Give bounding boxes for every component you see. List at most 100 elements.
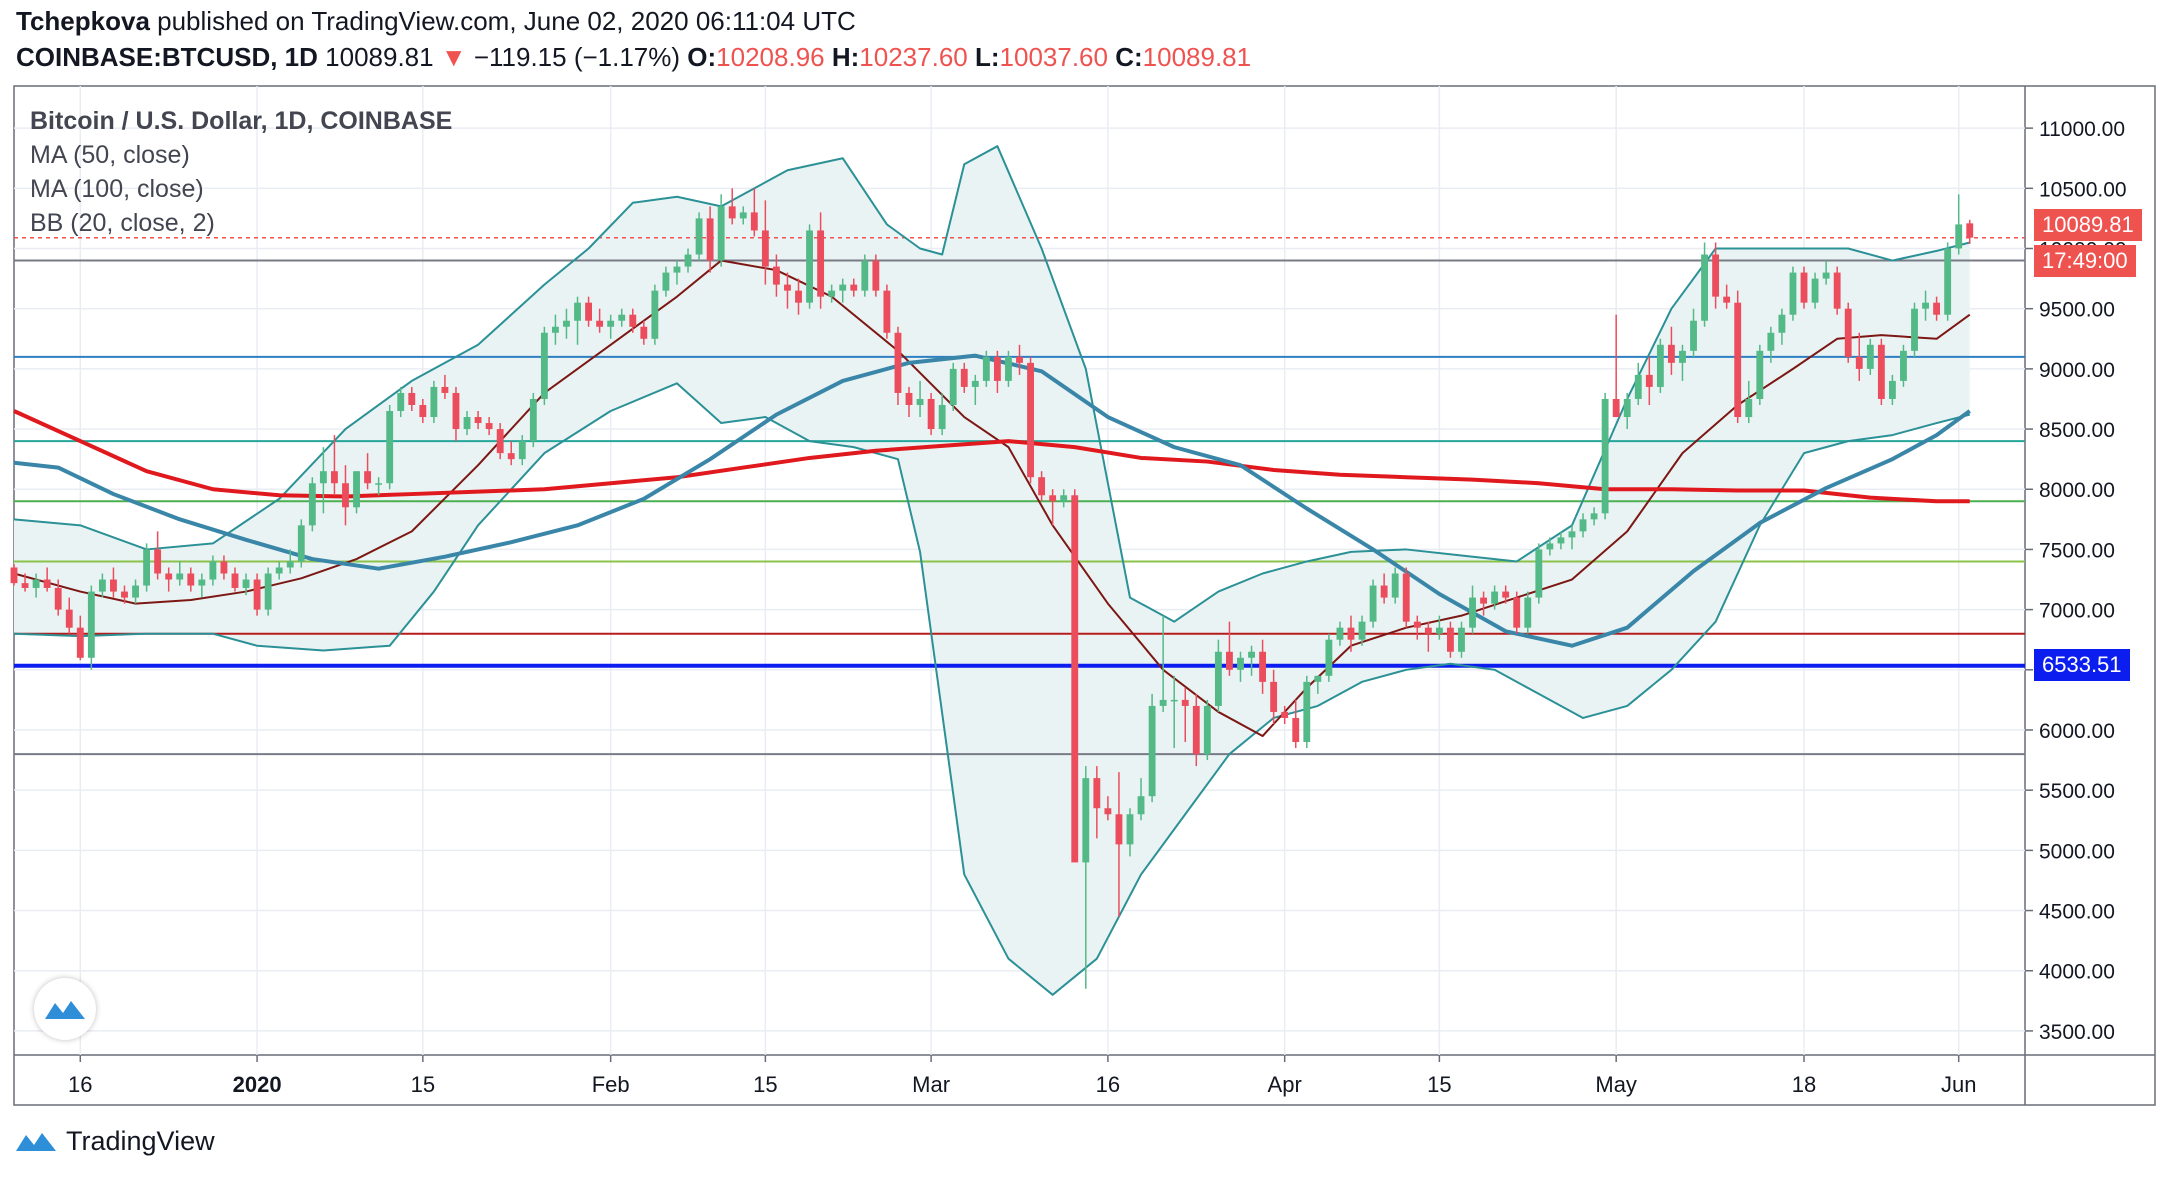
candle-body xyxy=(121,591,128,598)
candle xyxy=(651,284,659,345)
candle xyxy=(1469,585,1476,634)
candle xyxy=(640,320,648,345)
candle xyxy=(1336,621,1344,646)
candle xyxy=(43,567,51,592)
legend-ma100[interactable]: MA (100, close) xyxy=(30,175,204,203)
price-tick-label: 6000.00 xyxy=(2039,720,2115,743)
price-tick-label: 4500.00 xyxy=(2039,901,2115,924)
candle-body xyxy=(1535,549,1543,598)
candle xyxy=(1789,266,1797,321)
candle xyxy=(1601,392,1609,520)
candle-body xyxy=(10,567,18,584)
candle-body xyxy=(540,332,548,399)
candle-body xyxy=(1656,344,1664,387)
candle xyxy=(98,573,106,598)
footer-brand[interactable]: TradingView xyxy=(14,1126,215,1157)
candle xyxy=(993,350,1001,393)
price-tick-label: 9000.00 xyxy=(2039,359,2115,382)
candle xyxy=(1900,344,1907,387)
candle-body xyxy=(375,483,383,485)
candle-body xyxy=(1844,308,1852,357)
candle xyxy=(275,561,283,580)
watermark-logo[interactable] xyxy=(34,978,96,1040)
candle xyxy=(1137,778,1145,821)
candle xyxy=(1082,766,1090,989)
candle xyxy=(1833,266,1841,315)
candle xyxy=(1911,302,1918,357)
candle-body xyxy=(353,471,360,508)
candle xyxy=(1667,326,1675,375)
candle-body xyxy=(419,404,427,418)
candle-body xyxy=(971,380,979,387)
time-tick-label: 16 xyxy=(68,1072,92,1097)
candle xyxy=(1148,693,1156,803)
candle-body xyxy=(441,386,449,393)
candle xyxy=(1855,332,1863,381)
candle xyxy=(485,417,493,436)
author-name[interactable]: Tchepkova xyxy=(16,6,150,36)
candle-body xyxy=(176,573,184,580)
candle-body xyxy=(463,417,471,430)
candle-body xyxy=(1259,651,1267,682)
time-tick-label: 15 xyxy=(411,1072,435,1097)
candle-body xyxy=(1502,591,1510,598)
candle-body xyxy=(1634,374,1642,399)
bollinger-fill xyxy=(14,146,1970,995)
candle-body xyxy=(1027,362,1034,478)
candle xyxy=(1645,356,1653,405)
candle xyxy=(596,308,604,333)
price-tick-label: 10500.00 xyxy=(2039,178,2127,201)
candle-body xyxy=(143,549,151,586)
candle-body xyxy=(1645,374,1653,387)
candle-body xyxy=(761,230,769,267)
candle xyxy=(1734,290,1742,424)
candle-body xyxy=(784,284,791,291)
candle-body xyxy=(1248,651,1255,658)
candle-body xyxy=(772,266,780,285)
candle xyxy=(1303,675,1311,749)
candle-body xyxy=(1601,398,1609,514)
candle xyxy=(850,278,858,297)
candle-body xyxy=(1701,254,1708,321)
candle xyxy=(563,308,570,339)
legend-title: Bitcoin / U.S. Dollar, 1D, COINBASE xyxy=(30,107,453,135)
last-price-tag: 10089.81 xyxy=(2034,209,2142,241)
candle-body xyxy=(220,561,228,574)
candle-body xyxy=(1778,314,1786,333)
candle-body xyxy=(308,483,316,526)
candle xyxy=(1413,615,1421,640)
candle xyxy=(331,435,338,496)
candle xyxy=(165,567,173,592)
candle xyxy=(65,597,73,634)
candle xyxy=(872,254,880,297)
price-tick-label: 8000.00 xyxy=(2039,479,2115,502)
candle xyxy=(1866,338,1874,375)
candle-body xyxy=(132,585,139,598)
candle-body xyxy=(872,260,880,291)
candle xyxy=(938,392,946,436)
candle xyxy=(1248,645,1255,676)
candle xyxy=(982,350,990,387)
candle-body xyxy=(750,212,758,231)
candle-body xyxy=(861,260,869,291)
candle-body xyxy=(905,392,913,405)
candle xyxy=(1214,639,1222,712)
candle-body xyxy=(563,320,570,327)
candle xyxy=(916,380,924,418)
level-price-tag: 6533.51 xyxy=(2034,649,2130,681)
candle-body xyxy=(87,591,95,658)
candle-body xyxy=(1369,585,1377,622)
candle xyxy=(1038,471,1046,502)
candle-body xyxy=(949,368,957,405)
legend-ma50[interactable]: MA (50, close) xyxy=(30,141,190,169)
candle xyxy=(1325,633,1333,682)
legend-bb[interactable]: BB (20, close, 2) xyxy=(30,209,215,237)
candle xyxy=(1104,796,1112,821)
candle xyxy=(1513,591,1521,634)
candle-body xyxy=(706,218,714,261)
candle-body xyxy=(1347,627,1355,640)
candle-body xyxy=(1402,573,1410,622)
candle-body xyxy=(839,284,847,291)
down-arrow-icon: ▼ xyxy=(440,42,467,72)
